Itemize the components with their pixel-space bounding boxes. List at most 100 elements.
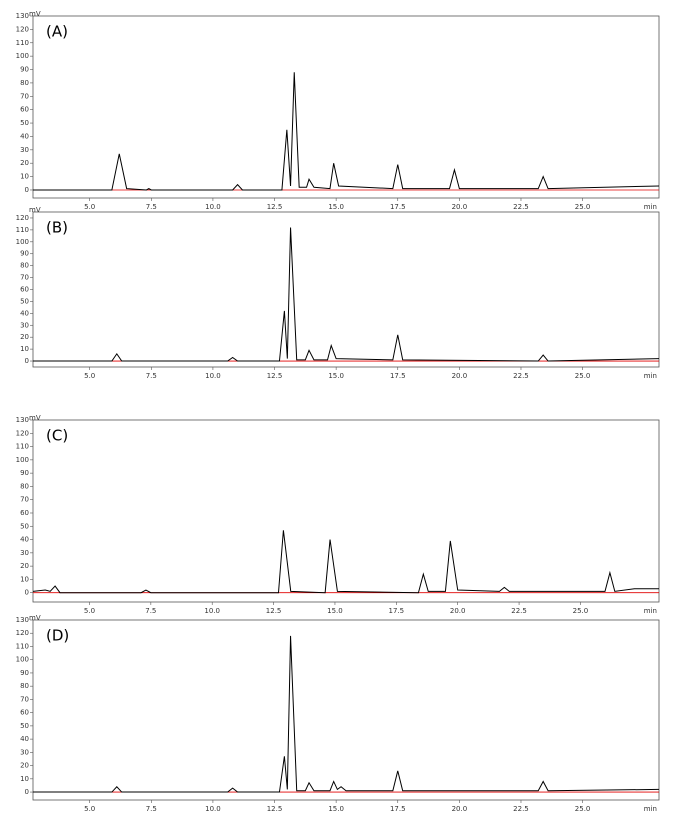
x-tick-label: 10.0 <box>205 805 221 813</box>
x-tick-label: 25.0 <box>573 607 589 615</box>
y-tick-label: 40 <box>20 132 29 140</box>
y-tick-label: 60 <box>20 509 29 517</box>
x-tick-label: 7.5 <box>146 372 157 380</box>
y-tick-label: 10 <box>20 345 29 353</box>
y-tick-label: 70 <box>20 274 29 282</box>
x-tick-label: 15.0 <box>328 203 344 211</box>
y-tick-label: 110 <box>16 443 29 451</box>
y-tick-label: 70 <box>20 92 29 100</box>
x-tick-label: 12.5 <box>266 607 282 615</box>
y-tick-label: 110 <box>16 226 29 234</box>
x-tick-label: 25.0 <box>575 203 591 211</box>
x-tick-label: 5.0 <box>84 203 95 211</box>
x-tick-label: 20.0 <box>452 203 468 211</box>
x-tick-label: 17.5 <box>390 203 406 211</box>
x-axis-label: min <box>644 372 657 380</box>
y-tick-label: 80 <box>20 262 29 270</box>
y-tick-label: 90 <box>20 66 29 74</box>
x-tick-label: 7.5 <box>146 805 157 813</box>
y-tick-label: 130 <box>16 416 29 424</box>
y-tick-label: 100 <box>16 52 29 60</box>
y-tick-label: 20 <box>20 562 29 570</box>
y-tick-label: 40 <box>20 735 29 743</box>
x-tick-label: 5.0 <box>84 805 95 813</box>
y-tick-label: 40 <box>20 309 29 317</box>
trace <box>32 530 659 594</box>
x-tick-label: 20.0 <box>452 805 468 813</box>
y-tick-label: 10 <box>20 173 29 181</box>
y-tick-label: 80 <box>20 682 29 690</box>
y-tick-label: 90 <box>20 250 29 258</box>
y-tick-label: 0 <box>25 788 29 796</box>
y-tick-label: 110 <box>16 642 29 650</box>
y-tick-label: 20 <box>20 333 29 341</box>
plot-frame <box>32 211 660 368</box>
y-tick-label: 20 <box>20 762 29 770</box>
y-tick-label: 120 <box>16 629 29 637</box>
x-tick-label: 22.5 <box>513 203 529 211</box>
x-tick-label: 25.0 <box>575 372 591 380</box>
x-tick-label: 12.5 <box>267 805 283 813</box>
x-tick-label: 17.5 <box>390 372 406 380</box>
y-tick-label: 120 <box>16 429 29 437</box>
y-axis-label: mV <box>29 414 41 422</box>
y-tick-label: 80 <box>20 79 29 87</box>
y-tick-label: 130 <box>16 616 29 624</box>
x-tick-label: 12.5 <box>267 203 283 211</box>
x-tick-label: 7.5 <box>146 203 157 211</box>
y-tick-label: 0 <box>25 589 29 597</box>
y-tick-label: 110 <box>16 39 29 47</box>
y-tick-label: 130 <box>16 12 29 20</box>
plot-frame <box>32 15 660 199</box>
y-tick-label: 30 <box>20 321 29 329</box>
x-axis-label: min <box>644 203 657 211</box>
y-tick-label: 100 <box>16 656 29 664</box>
panel-label: (C) <box>46 427 68 445</box>
x-tick-label: 15.0 <box>328 805 344 813</box>
x-tick-label: 17.5 <box>389 607 405 615</box>
y-tick-label: 50 <box>20 522 29 530</box>
trace <box>33 227 660 362</box>
x-tick-label: 17.5 <box>390 805 406 813</box>
y-tick-label: 120 <box>16 214 29 222</box>
y-tick-label: 60 <box>20 709 29 717</box>
x-tick-label: 7.5 <box>145 607 156 615</box>
x-tick-label: 22.5 <box>513 805 529 813</box>
panel-label: (A) <box>46 23 68 41</box>
x-tick-label: 20.0 <box>450 607 466 615</box>
y-tick-label: 50 <box>20 297 29 305</box>
x-tick-label: 20.0 <box>452 372 468 380</box>
x-axis-label: min <box>644 607 657 615</box>
x-tick-label: 5.0 <box>84 607 95 615</box>
plot-frame <box>32 619 660 801</box>
y-tick-label: 120 <box>16 25 29 33</box>
y-tick-label: 30 <box>20 549 29 557</box>
x-tick-label: 10.0 <box>205 372 221 380</box>
y-tick-label: 50 <box>20 722 29 730</box>
trace <box>33 72 660 191</box>
x-tick-label: 10.0 <box>204 607 220 615</box>
x-tick-label: 22.5 <box>511 607 527 615</box>
trace <box>33 635 660 793</box>
y-tick-label: 0 <box>25 357 29 365</box>
y-tick-label: 90 <box>20 669 29 677</box>
y-tick-label: 80 <box>20 482 29 490</box>
y-tick-label: 100 <box>16 238 29 246</box>
y-tick-label: 20 <box>20 159 29 167</box>
plot-frame <box>32 419 660 603</box>
x-tick-label: 25.0 <box>575 805 591 813</box>
y-tick-label: 100 <box>16 456 29 464</box>
x-tick-label: 15.0 <box>327 607 343 615</box>
y-tick-label: 50 <box>20 119 29 127</box>
y-tick-label: 30 <box>20 146 29 154</box>
y-tick-label: 10 <box>20 575 29 583</box>
x-axis-label: min <box>644 805 657 813</box>
y-tick-label: 30 <box>20 748 29 756</box>
y-axis-label: mV <box>29 614 41 622</box>
x-tick-label: 10.0 <box>205 203 221 211</box>
panel-label: (D) <box>46 627 69 645</box>
y-tick-label: 10 <box>20 775 29 783</box>
y-tick-label: 60 <box>20 106 29 114</box>
x-tick-label: 22.5 <box>513 372 529 380</box>
